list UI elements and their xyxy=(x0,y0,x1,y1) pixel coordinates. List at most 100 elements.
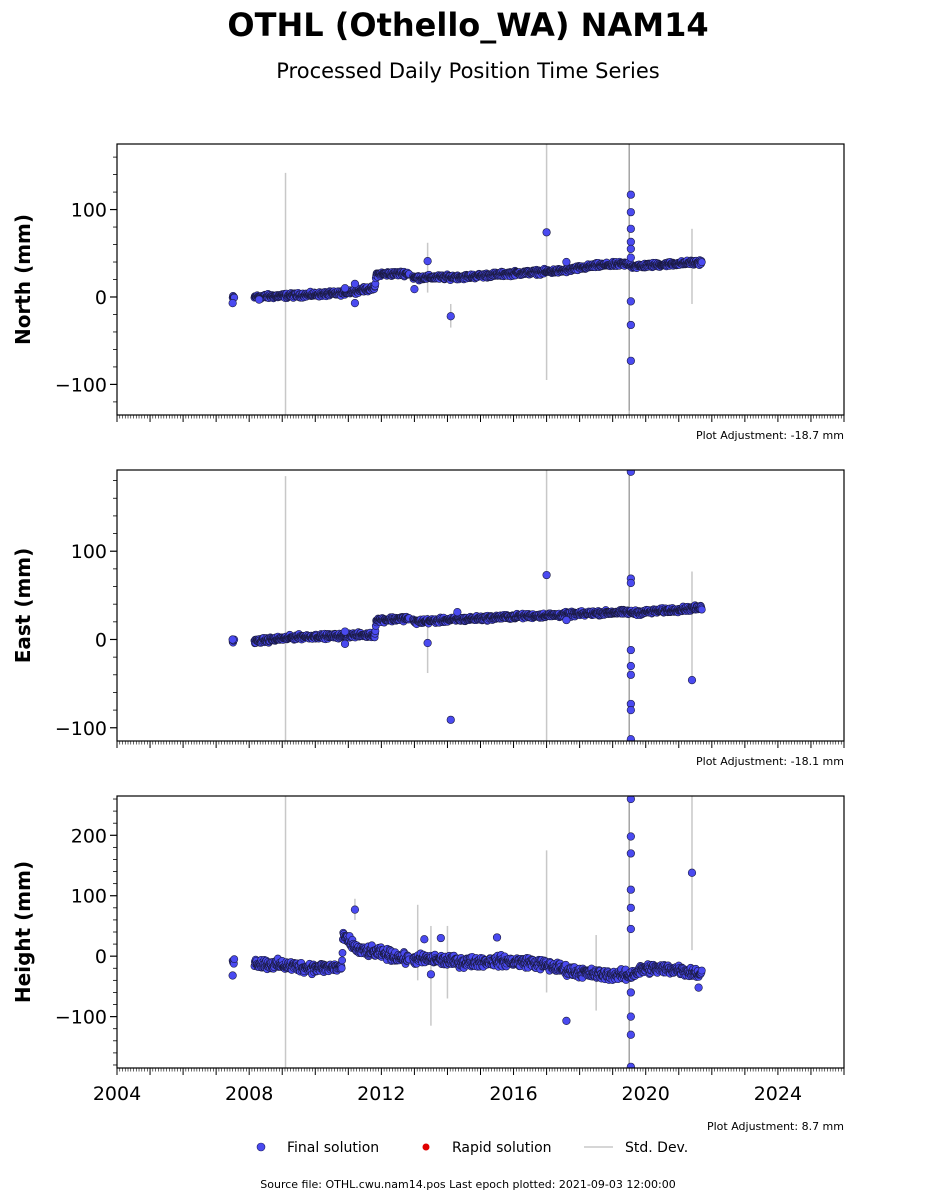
height-outlier-point xyxy=(436,933,445,943)
east-outlier-point xyxy=(626,661,635,671)
north-outlier-point xyxy=(626,208,635,217)
height-outlier-point xyxy=(626,1030,635,1039)
north-outlier-point xyxy=(626,224,635,233)
north-outlier-point xyxy=(254,295,264,304)
height-xtick-label: 2012 xyxy=(357,1083,405,1105)
north-outlier-point xyxy=(410,285,419,294)
chart-subtitle: Processed Daily Position Time Series xyxy=(276,59,660,83)
height-ylabel: Height (mm) xyxy=(11,861,35,1003)
legend: Final solution Rapid solution Std. Dev. xyxy=(256,1140,688,1156)
north-outlier-point xyxy=(446,312,455,321)
east-ytick-label: −100 xyxy=(55,718,107,740)
height-outlier-point xyxy=(626,1062,635,1068)
height-ytick-label: −100 xyxy=(55,1007,107,1029)
height-outlier-point xyxy=(350,905,360,914)
east-outlier-point xyxy=(626,470,635,476)
height-outlier-point xyxy=(426,970,436,979)
height-outlier-point xyxy=(626,988,635,997)
east-outlier-point xyxy=(340,627,350,636)
height-plot-area xyxy=(228,796,706,1068)
north-ytick-label: 0 xyxy=(95,287,107,309)
north-outlier-point xyxy=(626,297,635,306)
east-outlier-point xyxy=(446,715,455,724)
north-outlier-point xyxy=(626,237,635,247)
north-outlier-point xyxy=(228,299,237,308)
height-outlier-point xyxy=(492,933,502,942)
height-ytick-label: 0 xyxy=(95,946,107,968)
east-outlier-point xyxy=(626,706,635,715)
north-outlier-point xyxy=(626,190,635,199)
north-panel: −100 0 100 North (mm) Plot Adjustment: -18.7… xyxy=(11,143,845,442)
east-outlier-point xyxy=(542,570,551,580)
north-outlier-point xyxy=(340,284,350,293)
north-outlier-point xyxy=(350,299,360,308)
legend-final-label: Final solution xyxy=(287,1140,379,1156)
east-plot-area xyxy=(228,470,706,741)
east-ylabel: East (mm) xyxy=(11,548,35,664)
chart-title: OTHL (Othello_WA) NAM14 xyxy=(227,6,708,44)
height-xtick-label: 2004 xyxy=(93,1083,141,1105)
north-plot-adjustment: Plot Adjustment: -18.7 mm xyxy=(696,429,844,442)
north-outlier-point xyxy=(626,356,635,365)
height-outlier-point xyxy=(626,885,635,894)
height-ytick-label: 100 xyxy=(71,886,107,908)
east-outlier-point xyxy=(228,635,237,644)
height-data-point xyxy=(230,955,239,964)
height-xtick-label: 2016 xyxy=(489,1083,537,1105)
height-outlier-point xyxy=(228,971,237,980)
legend-rapid-marker xyxy=(422,1143,430,1151)
east-outlier-point xyxy=(562,615,571,625)
legend-std-label: Std. Dev. xyxy=(625,1140,688,1156)
height-outlier-point xyxy=(626,1012,635,1021)
east-outlier-point xyxy=(626,735,635,741)
height-plot-adjustment: Plot Adjustment: 8.7 mm xyxy=(707,1120,844,1133)
east-plot-adjustment: Plot Adjustment: -18.1 mm xyxy=(696,755,844,768)
north-ytick-label: 100 xyxy=(71,200,107,222)
height-data-point xyxy=(338,949,347,957)
north-outlier-point xyxy=(626,253,635,262)
legend-rapid-label: Rapid solution xyxy=(452,1140,552,1156)
east-ytick-label: 100 xyxy=(71,541,107,563)
height-outlier-point xyxy=(626,832,635,841)
north-outlier-point xyxy=(423,257,432,266)
source-text: Source file: OTHL.cwu.nam14.pos Last epo… xyxy=(260,1178,675,1191)
north-outlier-point xyxy=(626,320,635,330)
height-outlier-point xyxy=(626,924,635,934)
height-xtick-label: 2008 xyxy=(225,1083,273,1105)
east-ytick-label: 0 xyxy=(95,629,107,651)
height-outlier-point xyxy=(687,868,697,877)
north-ylabel: North (mm) xyxy=(11,214,35,345)
east-outlier-point xyxy=(453,608,462,617)
east-outlier-point xyxy=(687,675,697,685)
height-outlier-point xyxy=(694,983,703,992)
north-outlier-point xyxy=(626,244,635,254)
east-data-point xyxy=(697,605,706,614)
height-panel: −100 0 100 200 2004 2008 2012 2016 2020 2024 Heigh… xyxy=(11,795,845,1133)
east-outlier-point xyxy=(626,578,635,588)
height-data-point xyxy=(337,964,346,973)
height-data-point xyxy=(697,966,706,975)
height-axes-frame xyxy=(116,795,845,1069)
height-ytick-label: 200 xyxy=(71,825,107,847)
east-outlier-point xyxy=(626,645,635,655)
north-outlier-point xyxy=(542,228,551,237)
east-outlier-point xyxy=(340,639,350,648)
height-outlier-point xyxy=(626,903,635,912)
east-outlier-point xyxy=(423,638,432,648)
height-xtick-label: 2020 xyxy=(622,1083,670,1105)
height-outlier-point xyxy=(562,1016,571,1025)
height-outlier-point xyxy=(626,796,635,804)
north-plot-area xyxy=(228,144,706,415)
height-data-point xyxy=(338,956,347,965)
north-outlier-point xyxy=(562,257,571,267)
legend-final-marker xyxy=(256,1142,266,1152)
north-ytick-label: −100 xyxy=(55,374,107,396)
height-outlier-point xyxy=(626,849,635,858)
east-axes-frame xyxy=(116,469,845,742)
north-outlier-point xyxy=(350,279,360,288)
east-outlier-point xyxy=(626,670,635,679)
height-xtick-label: 2024 xyxy=(754,1083,802,1105)
height-outlier-point xyxy=(420,935,429,944)
north-data-point xyxy=(697,258,706,267)
